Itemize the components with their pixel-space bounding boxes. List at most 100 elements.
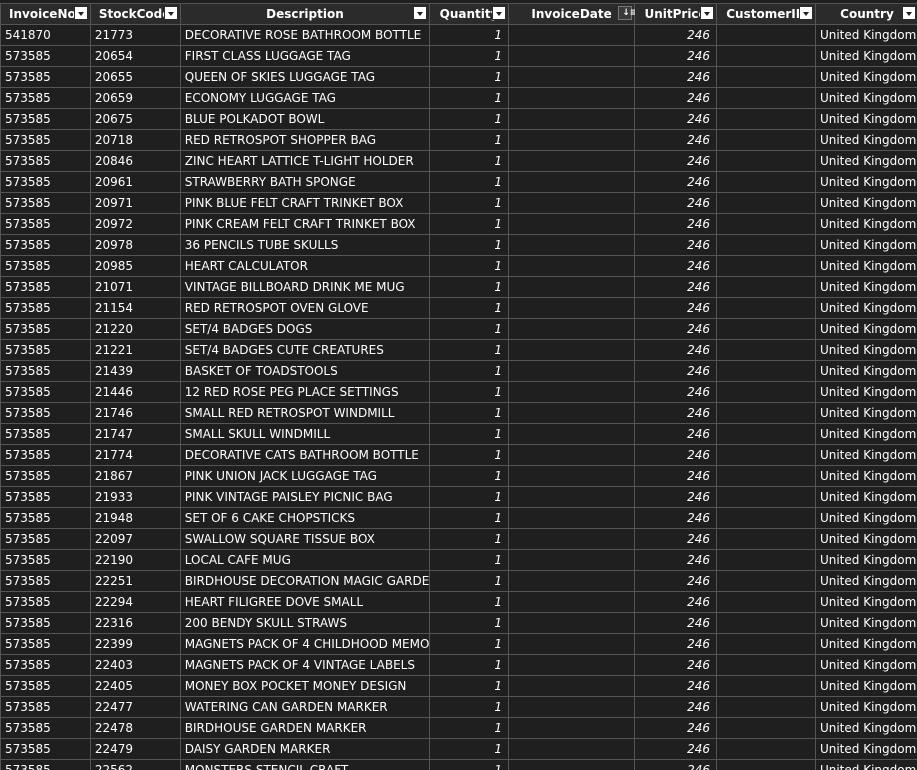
cell-stock-code[interactable]: 22294 <box>90 592 180 613</box>
cell-invoice-date[interactable] <box>508 130 634 151</box>
cell-invoice-date[interactable] <box>508 697 634 718</box>
cell-description[interactable]: SET/4 BADGES DOGS <box>180 319 429 340</box>
table-row[interactable]: 573585 20655 QUEEN OF SKIES LUGGAGE TAG 1 24… <box>1 67 917 88</box>
cell-stock-code[interactable]: 21746 <box>90 403 180 424</box>
cell-invoice-no[interactable]: 573585 <box>1 613 91 634</box>
cell-description[interactable]: MAGNETS PACK OF 4 VINTAGE LABELS <box>180 655 429 676</box>
cell-country[interactable]: United Kingdom <box>815 445 917 466</box>
cell-invoice-date[interactable] <box>508 718 634 739</box>
table-row[interactable]: 573585 20961 STRAWBERRY BATH SPONGE 1 246 Uni… <box>1 172 917 193</box>
cell-quantity[interactable]: 1 <box>430 697 509 718</box>
cell-description[interactable]: SWALLOW SQUARE TISSUE BOX <box>180 529 429 550</box>
cell-customer-id[interactable] <box>716 424 815 445</box>
cell-unit-price[interactable]: 246 <box>635 550 717 571</box>
cell-invoice-date[interactable] <box>508 214 634 235</box>
cell-description[interactable]: BASKET OF TOADSTOOLS <box>180 361 429 382</box>
filter-dropdown-icon[interactable] <box>902 6 916 20</box>
cell-quantity[interactable]: 1 <box>430 298 509 319</box>
cell-country[interactable]: United Kingdom <box>815 487 917 508</box>
cell-invoice-date[interactable] <box>508 634 634 655</box>
table-row[interactable]: 573585 20659 ECONOMY LUGGAGE TAG 1 246 United… <box>1 88 917 109</box>
cell-invoice-no[interactable]: 573585 <box>1 676 91 697</box>
cell-stock-code[interactable]: 21867 <box>90 466 180 487</box>
cell-unit-price[interactable]: 246 <box>635 403 717 424</box>
cell-unit-price[interactable]: 246 <box>635 88 717 109</box>
cell-stock-code[interactable]: 20655 <box>90 67 180 88</box>
cell-customer-id[interactable] <box>716 214 815 235</box>
cell-quantity[interactable]: 1 <box>430 676 509 697</box>
cell-invoice-date[interactable] <box>508 319 634 340</box>
cell-invoice-date[interactable] <box>508 508 634 529</box>
cell-unit-price[interactable]: 246 <box>635 592 717 613</box>
cell-stock-code[interactable]: 20972 <box>90 214 180 235</box>
cell-invoice-date[interactable] <box>508 403 634 424</box>
cell-description[interactable]: SMALL RED RETROSPOT WINDMILL <box>180 403 429 424</box>
cell-description[interactable]: BLUE POLKADOT BOWL <box>180 109 429 130</box>
cell-country[interactable]: United Kingdom <box>815 298 917 319</box>
cell-invoice-no[interactable]: 573585 <box>1 298 91 319</box>
cell-invoice-no[interactable]: 573585 <box>1 445 91 466</box>
cell-customer-id[interactable] <box>716 571 815 592</box>
cell-invoice-date[interactable] <box>508 277 634 298</box>
cell-invoice-date[interactable] <box>508 25 634 46</box>
cell-country[interactable]: United Kingdom <box>815 340 917 361</box>
cell-invoice-no[interactable]: 573585 <box>1 529 91 550</box>
cell-description[interactable]: SET OF 6 CAKE CHOPSTICKS <box>180 508 429 529</box>
cell-unit-price[interactable]: 246 <box>635 718 717 739</box>
cell-description[interactable]: 200 BENDY SKULL STRAWS <box>180 613 429 634</box>
filter-dropdown-icon[interactable] <box>413 6 427 20</box>
cell-customer-id[interactable] <box>716 676 815 697</box>
cell-country[interactable]: United Kingdom <box>815 88 917 109</box>
cell-country[interactable]: United Kingdom <box>815 67 917 88</box>
cell-quantity[interactable]: 1 <box>430 718 509 739</box>
cell-customer-id[interactable] <box>716 67 815 88</box>
cell-quantity[interactable]: 1 <box>430 487 509 508</box>
cell-invoice-no[interactable]: 573585 <box>1 466 91 487</box>
cell-customer-id[interactable] <box>716 88 815 109</box>
cell-invoice-date[interactable] <box>508 424 634 445</box>
cell-invoice-no[interactable]: 573585 <box>1 130 91 151</box>
cell-stock-code[interactable]: 21220 <box>90 319 180 340</box>
cell-stock-code[interactable]: 21933 <box>90 487 180 508</box>
cell-unit-price[interactable]: 246 <box>635 151 717 172</box>
table-row[interactable]: 573585 20985 HEART CALCULATOR 1 246 United Ki… <box>1 256 917 277</box>
cell-stock-code[interactable]: 22251 <box>90 571 180 592</box>
cell-stock-code[interactable]: 21948 <box>90 508 180 529</box>
cell-stock-code[interactable]: 20718 <box>90 130 180 151</box>
cell-customer-id[interactable] <box>716 340 815 361</box>
cell-quantity[interactable]: 1 <box>430 193 509 214</box>
cell-country[interactable]: United Kingdom <box>815 277 917 298</box>
filter-dropdown-icon[interactable] <box>492 6 506 20</box>
cell-unit-price[interactable]: 246 <box>635 487 717 508</box>
column-header-invoice-date[interactable]: InvoiceDate ↓≡ <box>508 4 634 25</box>
cell-unit-price[interactable]: 246 <box>635 172 717 193</box>
cell-country[interactable]: United Kingdom <box>815 193 917 214</box>
cell-unit-price[interactable]: 246 <box>635 109 717 130</box>
cell-quantity[interactable]: 1 <box>430 445 509 466</box>
table-row[interactable]: 573585 22562 MONSTERS STENCIL CRAFT 1 246 Uni… <box>1 760 917 770</box>
cell-invoice-date[interactable] <box>508 592 634 613</box>
cell-country[interactable]: United Kingdom <box>815 235 917 256</box>
cell-invoice-date[interactable] <box>508 172 634 193</box>
cell-country[interactable]: United Kingdom <box>815 361 917 382</box>
cell-description[interactable]: PINK CREAM FELT CRAFT TRINKET BOX <box>180 214 429 235</box>
cell-customer-id[interactable] <box>716 508 815 529</box>
cell-customer-id[interactable] <box>716 298 815 319</box>
table-row[interactable]: 573585 22399 MAGNETS PACK OF 4 CHILDHOOD M… <box>1 634 917 655</box>
cell-invoice-date[interactable] <box>508 67 634 88</box>
cell-description[interactable]: VINTAGE BILLBOARD DRINK ME MUG <box>180 277 429 298</box>
cell-invoice-no[interactable]: 573585 <box>1 361 91 382</box>
cell-description[interactable]: BIRDHOUSE GARDEN MARKER <box>180 718 429 739</box>
cell-invoice-no[interactable]: 573585 <box>1 151 91 172</box>
table-row[interactable]: 573585 21154 RED RETROSPOT OVEN GLOVE 1 246 U… <box>1 298 917 319</box>
cell-quantity[interactable]: 1 <box>430 613 509 634</box>
cell-country[interactable]: United Kingdom <box>815 760 917 770</box>
cell-unit-price[interactable]: 246 <box>635 214 717 235</box>
cell-invoice-no[interactable]: 573585 <box>1 319 91 340</box>
cell-customer-id[interactable] <box>716 235 815 256</box>
cell-quantity[interactable]: 1 <box>430 88 509 109</box>
cell-customer-id[interactable] <box>716 277 815 298</box>
cell-country[interactable]: United Kingdom <box>815 592 917 613</box>
column-header-customer-id[interactable]: CustomerID <box>716 4 815 25</box>
cell-invoice-date[interactable] <box>508 760 634 770</box>
